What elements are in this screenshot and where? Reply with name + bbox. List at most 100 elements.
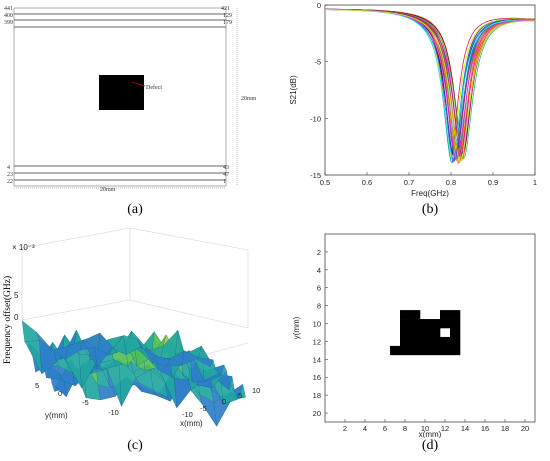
defect-cell bbox=[430, 336, 441, 347]
map-y-ticks: 2 4 6 8 10 12 14 16 18 20 bbox=[313, 248, 328, 418]
surface-z-tick-0: 0 bbox=[14, 313, 19, 322]
defect-cell bbox=[400, 319, 411, 329]
map-x-tick-label: 4 bbox=[363, 424, 367, 433]
panel-c-surface-chart: × 10⁻³ 5 0 Frequency offset(GHz) 10 5 0 -5-… bbox=[0, 228, 275, 433]
surface-x-tick-label: 0 bbox=[222, 397, 226, 406]
defect-pointer bbox=[131, 81, 146, 87]
map-y-axis-label: y(mm) bbox=[292, 316, 301, 339]
defect-cell bbox=[440, 336, 451, 347]
map-y-tick-label: 16 bbox=[313, 373, 321, 382]
defect-cell bbox=[410, 336, 421, 347]
defect-cell bbox=[440, 319, 451, 329]
defect-cell bbox=[440, 310, 451, 320]
surface-z-axis-label: Frequency offset(GHz) bbox=[2, 276, 13, 364]
surface-y-tick-label: 0 bbox=[58, 389, 62, 398]
top-right-label-1: 421 bbox=[221, 6, 230, 12]
defect-label: Defect bbox=[146, 84, 162, 91]
surface-facet bbox=[21, 320, 40, 342]
defect-cell bbox=[390, 345, 401, 356]
surface-x-tick-label: -10 bbox=[182, 410, 193, 419]
defect-cell bbox=[450, 328, 461, 338]
s21-x-ticks: 0.5 0.6 0.7 0.8 0.9 1 bbox=[320, 172, 537, 187]
map-x-tick-label: 14 bbox=[461, 424, 469, 433]
map-x-ticks: 2 4 6 8 10 12 14 16 18 20 bbox=[343, 419, 529, 433]
map-y-tick-label: 2 bbox=[317, 248, 321, 257]
s21-x-tick-label: 0.9 bbox=[488, 178, 498, 187]
defect-cell bbox=[410, 319, 421, 329]
defect-cell bbox=[410, 328, 421, 338]
surface-facet bbox=[24, 340, 43, 374]
map-y-tick-label: 18 bbox=[313, 391, 321, 400]
surface-x-axis-label: x(mm) bbox=[180, 419, 203, 428]
map-x-tick-label: 6 bbox=[383, 424, 387, 433]
s21-x-tick-label: 0.8 bbox=[446, 178, 456, 187]
s21-y-tick-label: -5 bbox=[314, 58, 321, 67]
bottom-left-label-1: 4 bbox=[7, 165, 10, 171]
map-y-tick-label: 14 bbox=[313, 355, 321, 364]
defect-cell bbox=[400, 328, 411, 338]
map-y-tick-label: 6 bbox=[317, 284, 321, 293]
s21-y-tick-label: 0 bbox=[317, 1, 321, 10]
surface-y-ticks: 5 0 -5 -10 bbox=[35, 381, 119, 417]
bottom-right-label-2: 47 bbox=[223, 172, 229, 178]
map-x-tick-label: 18 bbox=[501, 424, 509, 433]
panel-b-s21-chart: 0.5 0.6 0.7 0.8 0.9 1 0 -5 -10 -15 Freq(GHz) S21… bbox=[285, 0, 550, 200]
caption-b: (b) bbox=[421, 202, 439, 217]
surface-x-tick-label: 5 bbox=[238, 391, 242, 400]
surface-z-tick-5: 5 bbox=[14, 291, 19, 300]
surface-y-axis-label: y(mm) bbox=[45, 411, 68, 420]
s21-x-tick-label: 0.7 bbox=[404, 178, 414, 187]
surface-facet bbox=[173, 377, 192, 409]
s21-curves bbox=[324, 8, 536, 165]
defect-cell bbox=[450, 336, 461, 347]
s21-x-tick-label: 0.5 bbox=[320, 178, 330, 187]
map-y-tick-label: 8 bbox=[317, 302, 321, 311]
defect-cell bbox=[430, 345, 441, 356]
panel-d-defect-map: 2 4 6 8 10 12 14 16 18 20 2 4 6 8 10 12 14 16 18 20 x(mm) … bbox=[285, 228, 550, 438]
defect-cell bbox=[410, 310, 421, 320]
surface-chart-svg: × 10⁻³ 5 0 Frequency offset(GHz) 1050-5-… bbox=[2, 228, 260, 428]
sensor-outline bbox=[13, 7, 227, 187]
s21-y-tick-label: -10 bbox=[310, 114, 321, 123]
defect-cells bbox=[390, 310, 461, 356]
defect-cell bbox=[440, 345, 451, 356]
caption-c: (c) bbox=[127, 438, 143, 453]
top-right-label-3: 179 bbox=[223, 20, 232, 26]
s21-curve bbox=[324, 9, 536, 163]
surface-z-exponent: × 10⁻³ bbox=[12, 243, 35, 252]
map-x-tick-label: 10 bbox=[421, 424, 429, 433]
defect-cell bbox=[420, 336, 431, 347]
defect-cell bbox=[420, 345, 431, 356]
s21-y-ticks: 0 -5 -10 -15 bbox=[310, 1, 328, 180]
s21-chart-svg: 0.5 0.6 0.7 0.8 0.9 1 0 -5 -10 -15 Freq(GHz) S21… bbox=[289, 1, 537, 198]
top-left-label-3: 399 bbox=[4, 20, 13, 26]
s21-x-tick-label: 0.6 bbox=[362, 178, 372, 187]
surface-y-tick-label: -10 bbox=[108, 408, 119, 417]
surface-y-tick-label: 5 bbox=[35, 381, 39, 390]
map-x-tick-label: 20 bbox=[521, 424, 529, 433]
defect-block bbox=[99, 75, 144, 110]
s21-x-axis-label: Freq(GHz) bbox=[411, 189, 449, 198]
panel-a-diagram: Defect 20mm 20mm 441 400 399 421 129 179… bbox=[0, 0, 275, 200]
defect-cell bbox=[450, 345, 461, 356]
surface-x-ticks: 10 5 0 -5 -10 bbox=[182, 386, 260, 419]
defect-cell bbox=[420, 319, 431, 329]
defect-cell bbox=[430, 328, 441, 338]
map-x-tick-label: 12 bbox=[441, 424, 449, 433]
bottom-left-label-2: 23 bbox=[7, 172, 13, 178]
surface-x-tick-label: 10 bbox=[252, 386, 260, 395]
top-left-label-2: 400 bbox=[4, 13, 13, 19]
bottom-right-label-3: 1 bbox=[223, 179, 226, 185]
surface-x-tick-label: -5 bbox=[200, 404, 207, 413]
defect-cell bbox=[400, 336, 411, 347]
map-x-tick-label: 16 bbox=[481, 424, 489, 433]
caption-a: (a) bbox=[127, 202, 143, 217]
bottom-right-label-1: 43 bbox=[223, 165, 229, 171]
map-x-tick-label: 2 bbox=[343, 424, 347, 433]
defect-cell bbox=[420, 328, 431, 338]
defect-cell bbox=[450, 319, 461, 329]
bottom-left-label-3: 22 bbox=[7, 179, 13, 185]
width-label: 20mm bbox=[100, 187, 116, 193]
surface-y-tick-label: -5 bbox=[82, 398, 89, 407]
